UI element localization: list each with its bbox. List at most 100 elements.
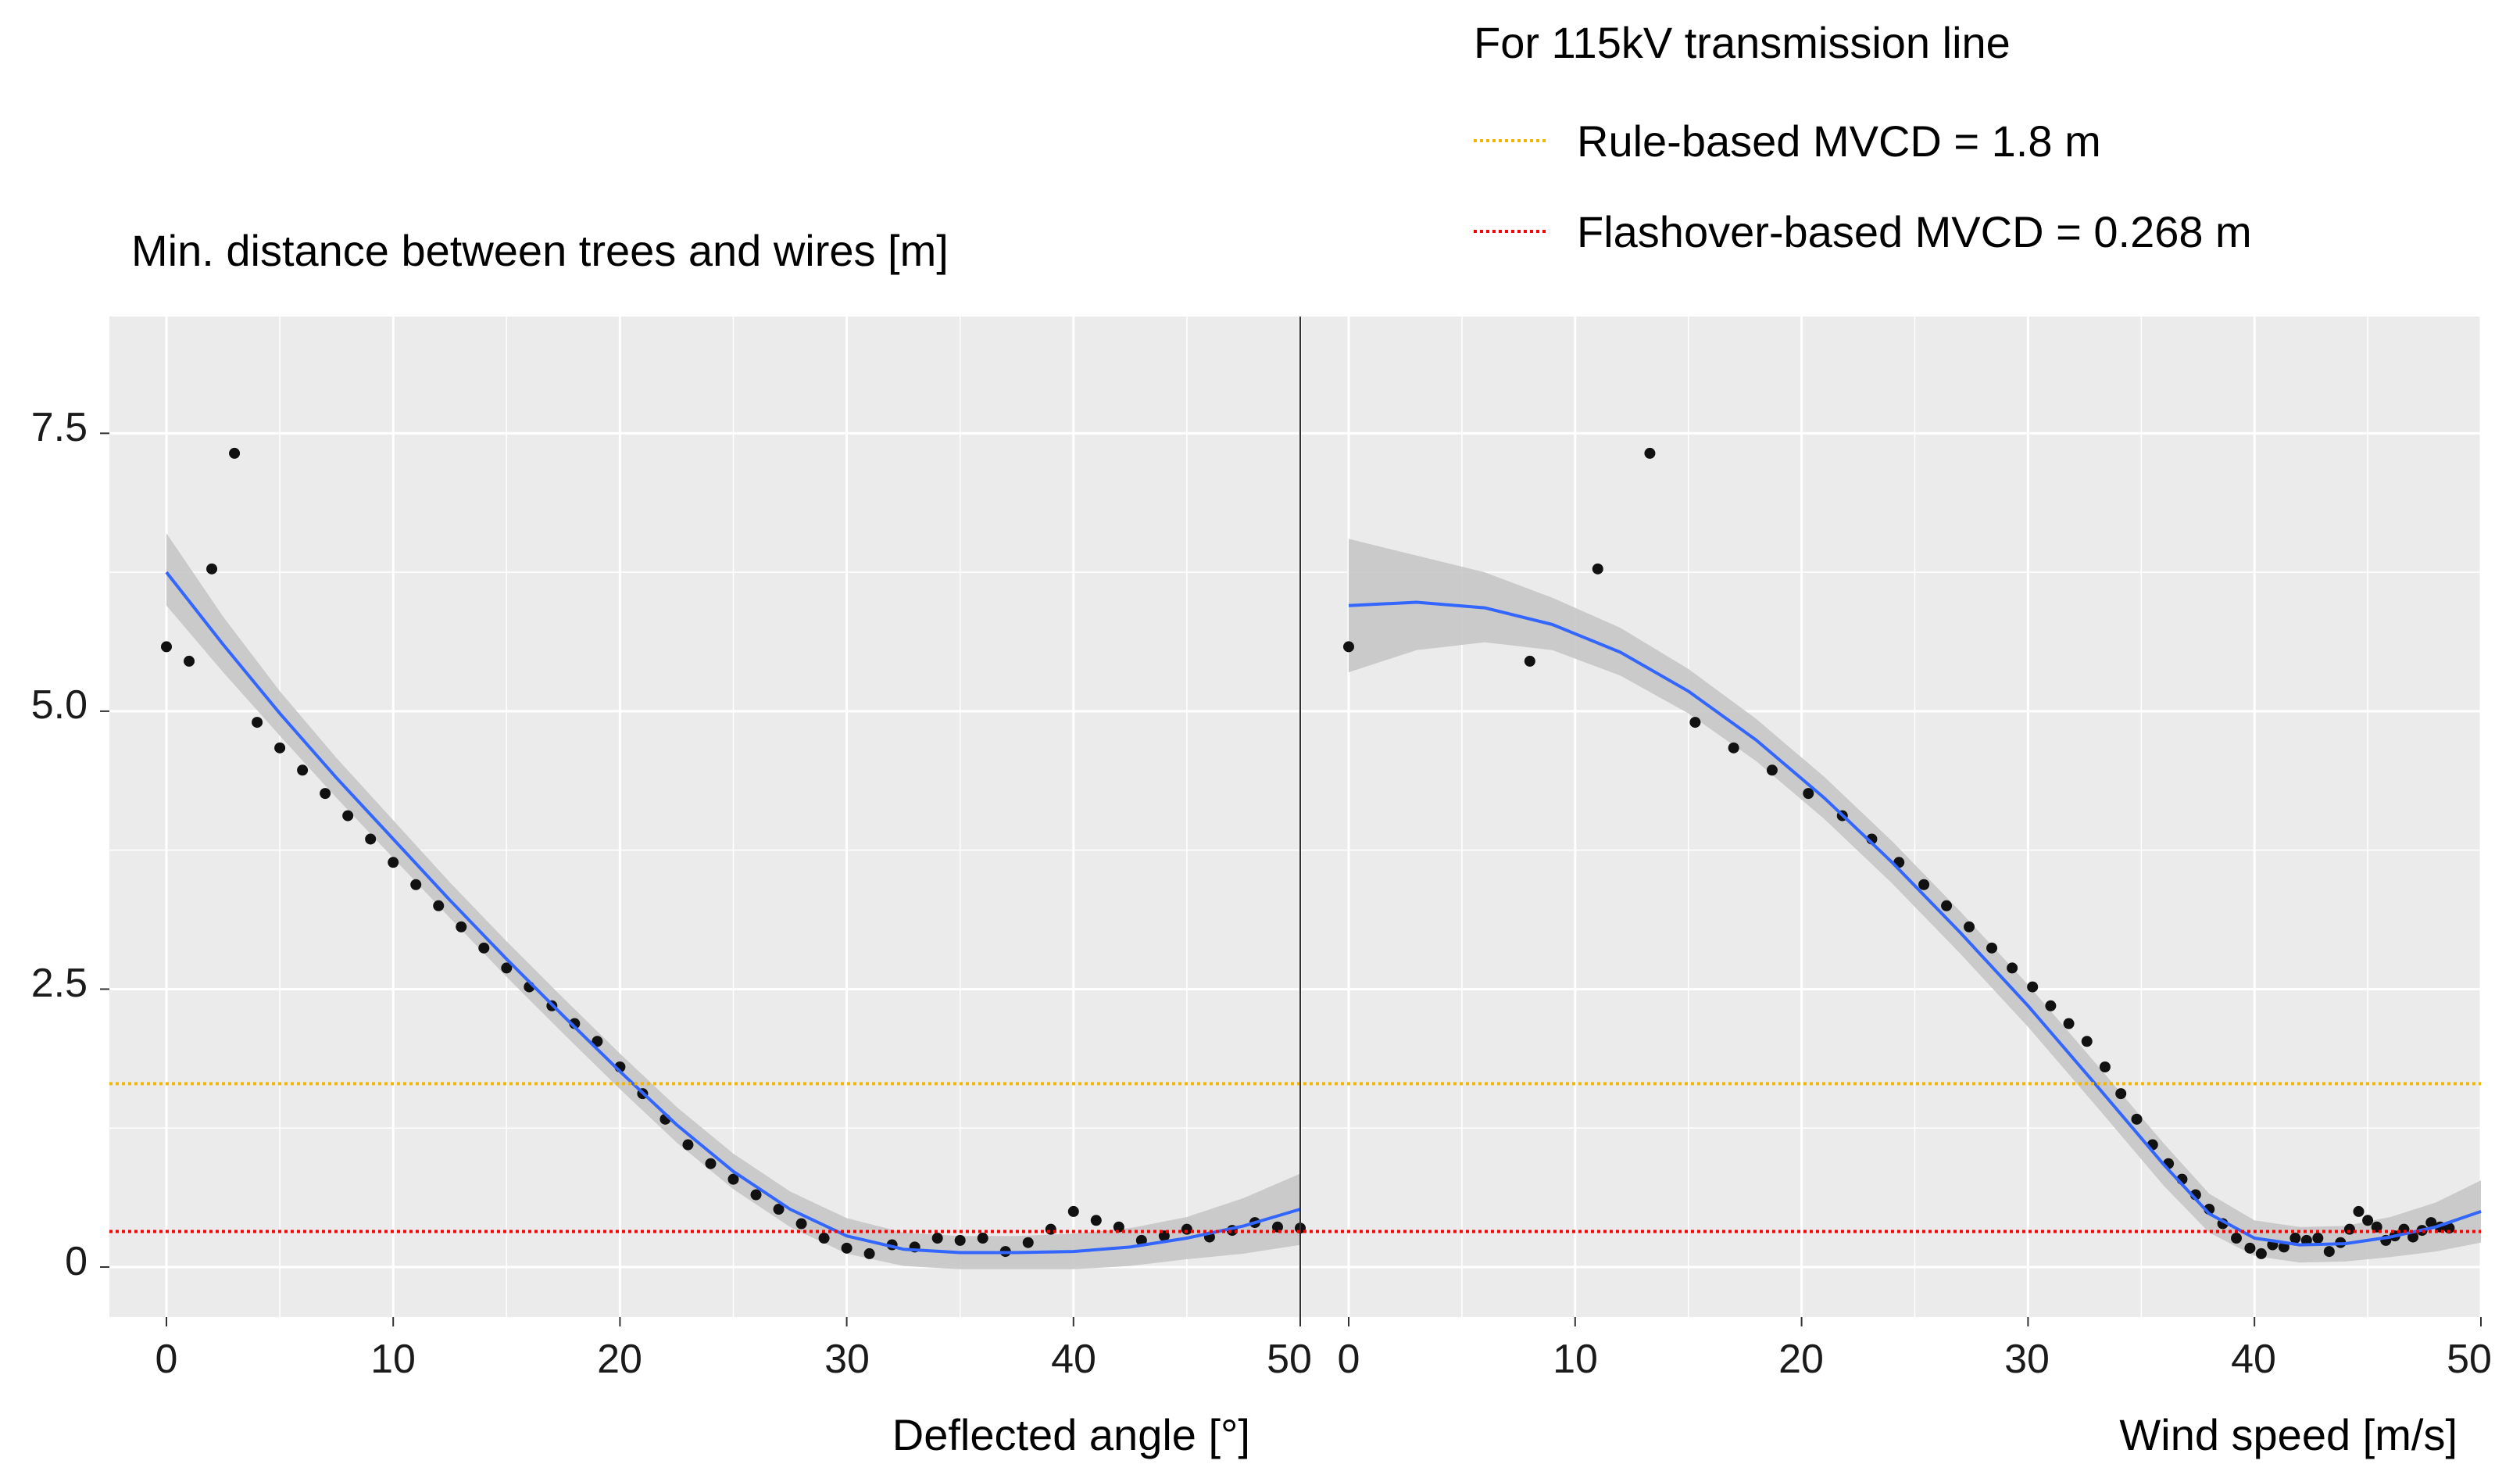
data-point <box>1592 563 1603 575</box>
data-point <box>2323 1246 2335 1258</box>
data-point <box>342 810 354 822</box>
data-point <box>727 1173 739 1185</box>
data-point <box>2362 1215 2374 1226</box>
data-point <box>1941 900 1953 911</box>
data-point <box>1090 1215 1102 1226</box>
data-point <box>184 655 195 667</box>
x-tick-label: 50 <box>1267 1337 1312 1382</box>
x-tick-label: 40 <box>2231 1337 2276 1382</box>
data-point <box>252 717 263 728</box>
x-tick-label: 50 <box>2447 1337 2492 1382</box>
x-axis-right: 0 10 20 30 40 50 Wind speed [m/s] <box>1338 1337 2492 1459</box>
panel-left-background <box>109 317 1300 1317</box>
data-point <box>2407 1231 2419 1243</box>
y-tick-label: 7.5 <box>31 405 88 450</box>
legend-label-rule-based: Rule-based MVCD = 1.8 m <box>1577 116 2101 166</box>
data-point <box>2244 1242 2256 1254</box>
data-point <box>2353 1205 2365 1217</box>
y-tick-label: 2.5 <box>31 961 88 1006</box>
grid-layer <box>109 293 2482 1317</box>
legend: For 115kV transmission line Rule-based M… <box>1474 18 2252 256</box>
data-point <box>433 900 445 911</box>
data-point <box>297 764 309 776</box>
y-axis: 0 2.5 5.0 7.5 <box>31 405 88 1284</box>
data-point <box>2425 1217 2437 1229</box>
y-tick-label: 5.0 <box>31 682 88 728</box>
data-point <box>161 641 172 653</box>
data-point <box>1158 1230 1170 1242</box>
data-point <box>682 1139 694 1151</box>
data-point <box>2081 1036 2093 1047</box>
data-point <box>977 1233 988 1244</box>
data-point <box>1803 788 1814 800</box>
data-point <box>2063 1018 2075 1029</box>
data-point <box>1524 655 1535 667</box>
legend-title: For 115kV transmission line <box>1474 18 2011 67</box>
data-point <box>2115 1088 2127 1100</box>
data-point <box>1728 742 1739 754</box>
data-point <box>750 1189 762 1201</box>
data-point <box>1067 1205 1079 1217</box>
x-tick-label: 10 <box>1553 1337 1598 1382</box>
data-point <box>795 1218 807 1230</box>
data-point <box>1181 1223 1192 1235</box>
data-point <box>931 1233 943 1244</box>
data-point <box>2007 962 2018 974</box>
x-axis-title-left: Deflected angle [°] <box>892 1410 1250 1459</box>
data-point <box>2312 1233 2324 1244</box>
data-point <box>229 447 241 459</box>
x-axis-left: 0 10 20 30 40 50 Deflected angle [°] <box>155 1337 1312 1459</box>
data-point <box>705 1158 717 1169</box>
x-tick-label: 0 <box>155 1337 178 1382</box>
data-point <box>863 1248 875 1259</box>
data-point <box>592 1036 603 1047</box>
chart-title: Min. distance between trees and wires [m… <box>131 226 949 275</box>
data-point <box>2289 1233 2301 1244</box>
data-point <box>1964 921 1975 933</box>
data-point <box>206 563 218 575</box>
data-point <box>2443 1222 2455 1234</box>
confidence-band-wind-speed <box>1349 539 2481 1263</box>
data-point <box>478 942 490 954</box>
data-point <box>388 857 399 868</box>
legend-label-flashover-based: Flashover-based MVCD = 0.268 m <box>1577 207 2252 256</box>
data-point <box>2045 1000 2057 1011</box>
fit-curve-deflected-angle <box>165 571 1301 1255</box>
data-point <box>2027 981 2039 993</box>
fit-curve-wind-speed <box>1348 600 2482 1247</box>
data-point <box>2099 1061 2111 1072</box>
data-point <box>320 788 331 800</box>
data-point <box>1045 1223 1056 1235</box>
data-point <box>1918 879 1930 890</box>
x-tick-label: 20 <box>597 1337 642 1382</box>
data-point <box>1644 447 1656 459</box>
data-point <box>1271 1221 1283 1233</box>
data-point <box>2231 1233 2243 1244</box>
data-point <box>456 921 467 933</box>
data-point <box>2255 1248 2267 1259</box>
y-tick-label: 0 <box>65 1239 88 1284</box>
data-point <box>2131 1113 2143 1125</box>
x-tick-label: 30 <box>2004 1337 2050 1382</box>
data-point <box>818 1233 830 1244</box>
x-tick-label: 10 <box>370 1337 416 1382</box>
threshold-lines <box>109 1082 2481 1233</box>
data-point <box>954 1234 966 1246</box>
confidence-bands <box>166 533 2481 1269</box>
x-tick-label: 20 <box>1778 1337 1824 1382</box>
data-point <box>410 879 422 890</box>
data-point <box>501 962 513 974</box>
data-point <box>1343 641 1354 653</box>
data-point <box>365 833 377 845</box>
data-points <box>161 447 2455 1259</box>
data-point <box>1689 717 1701 728</box>
x-tick-label: 40 <box>1051 1337 1096 1382</box>
data-point <box>2371 1221 2382 1233</box>
data-point <box>841 1242 853 1254</box>
x-axis-title-right: Wind speed [m/s] <box>2119 1410 2457 1459</box>
panel-right-background <box>1300 317 2481 1317</box>
axes <box>100 432 2482 1326</box>
data-point <box>274 742 286 754</box>
data-point <box>1113 1221 1124 1233</box>
